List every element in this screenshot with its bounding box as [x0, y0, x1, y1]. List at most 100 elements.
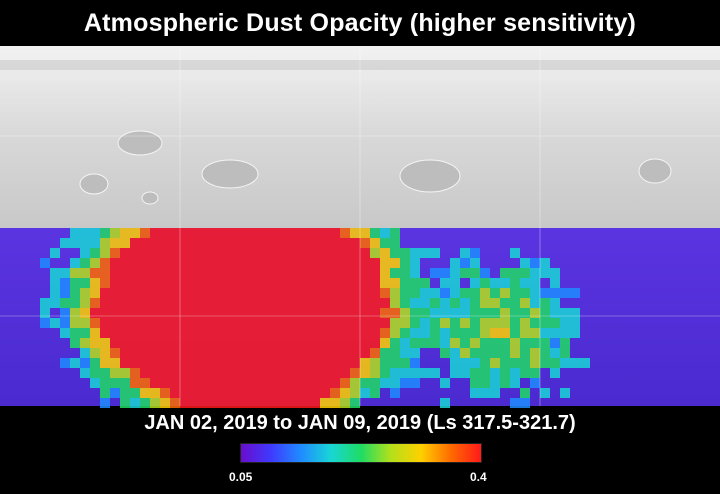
- dust-cell: [390, 318, 400, 328]
- dust-cell: [240, 308, 250, 318]
- dust-cell: [450, 328, 460, 338]
- dust-cell: [520, 278, 530, 288]
- dust-cell: [530, 318, 540, 328]
- dust-cell: [40, 308, 50, 318]
- dust-cell: [250, 248, 260, 258]
- dust-cell: [130, 388, 140, 398]
- dust-cell: [280, 378, 290, 388]
- dust-cell: [460, 258, 470, 268]
- dust-cell: [490, 278, 500, 288]
- dust-cell: [520, 388, 530, 398]
- dust-cell: [260, 238, 270, 248]
- dust-cell: [380, 248, 390, 258]
- dust-cell: [430, 368, 440, 378]
- dust-cell: [50, 318, 60, 328]
- dust-cell: [150, 258, 160, 268]
- dust-cell: [390, 278, 400, 288]
- dust-cell: [80, 238, 90, 248]
- dust-cell: [140, 308, 150, 318]
- dust-cell: [140, 348, 150, 358]
- dust-cell: [150, 228, 160, 238]
- dust-cell: [460, 338, 470, 348]
- dust-cell: [330, 298, 340, 308]
- dust-cell: [540, 358, 550, 368]
- dust-cell: [360, 358, 370, 368]
- dust-cell: [310, 248, 320, 258]
- dust-cell: [300, 298, 310, 308]
- dust-cell: [80, 368, 90, 378]
- dust-cell: [260, 288, 270, 298]
- dust-cell: [70, 228, 80, 238]
- dust-cell: [210, 308, 220, 318]
- dust-cell: [400, 318, 410, 328]
- dust-cell: [550, 288, 560, 298]
- dust-cell: [370, 298, 380, 308]
- dust-cell: [350, 288, 360, 298]
- dust-cell: [410, 278, 420, 288]
- dust-cell: [260, 348, 270, 358]
- dust-cell: [150, 318, 160, 328]
- dust-cell: [530, 288, 540, 298]
- dust-cell: [300, 338, 310, 348]
- dust-cell: [230, 378, 240, 388]
- dust-cell: [70, 328, 80, 338]
- dust-cell: [460, 268, 470, 278]
- dust-cell: [170, 288, 180, 298]
- dust-cell: [400, 288, 410, 298]
- dust-cell: [350, 398, 360, 408]
- dust-cell: [550, 278, 560, 288]
- dust-cell: [510, 318, 520, 328]
- dust-cell: [500, 278, 510, 288]
- dust-cell: [200, 288, 210, 298]
- dust-cell: [510, 378, 520, 388]
- dust-cell: [450, 318, 460, 328]
- dust-cell: [320, 398, 330, 408]
- dust-cell: [120, 358, 130, 368]
- dust-cell: [180, 298, 190, 308]
- dust-cell: [70, 308, 80, 318]
- dust-cell: [490, 288, 500, 298]
- dust-cell: [150, 398, 160, 408]
- dust-cell: [170, 228, 180, 238]
- dust-cell: [320, 378, 330, 388]
- dust-cell: [450, 278, 460, 288]
- dust-cell: [210, 258, 220, 268]
- dust-cell: [300, 288, 310, 298]
- dust-cell: [360, 298, 370, 308]
- dust-cell: [520, 268, 530, 278]
- dust-cell: [370, 248, 380, 258]
- dust-cell: [400, 378, 410, 388]
- dust-cell: [320, 268, 330, 278]
- dust-cell: [210, 298, 220, 308]
- dust-cell: [480, 348, 490, 358]
- dust-cell: [60, 318, 70, 328]
- dust-cell: [50, 268, 60, 278]
- dust-cell: [130, 248, 140, 258]
- dust-cell: [530, 368, 540, 378]
- dust-cell: [90, 348, 100, 358]
- dust-cell: [70, 288, 80, 298]
- dust-cell: [350, 308, 360, 318]
- dust-cell: [560, 338, 570, 348]
- dust-cell: [160, 278, 170, 288]
- dust-cell: [90, 358, 100, 368]
- dust-cell: [380, 358, 390, 368]
- dust-cell: [280, 258, 290, 268]
- dust-cell: [340, 298, 350, 308]
- dust-cell: [230, 278, 240, 288]
- dust-cell: [190, 278, 200, 288]
- dust-cell: [170, 258, 180, 268]
- dust-cell: [360, 288, 370, 298]
- dust-cell: [300, 278, 310, 288]
- dust-cell: [300, 228, 310, 238]
- dust-cell: [80, 318, 90, 328]
- dust-cell: [470, 288, 480, 298]
- dust-cell: [540, 298, 550, 308]
- dust-cell: [320, 258, 330, 268]
- dust-cell: [380, 368, 390, 378]
- dust-cell: [500, 308, 510, 318]
- dust-cell: [490, 368, 500, 378]
- dust-cell: [340, 318, 350, 328]
- dust-cell: [170, 388, 180, 398]
- dust-cell: [220, 288, 230, 298]
